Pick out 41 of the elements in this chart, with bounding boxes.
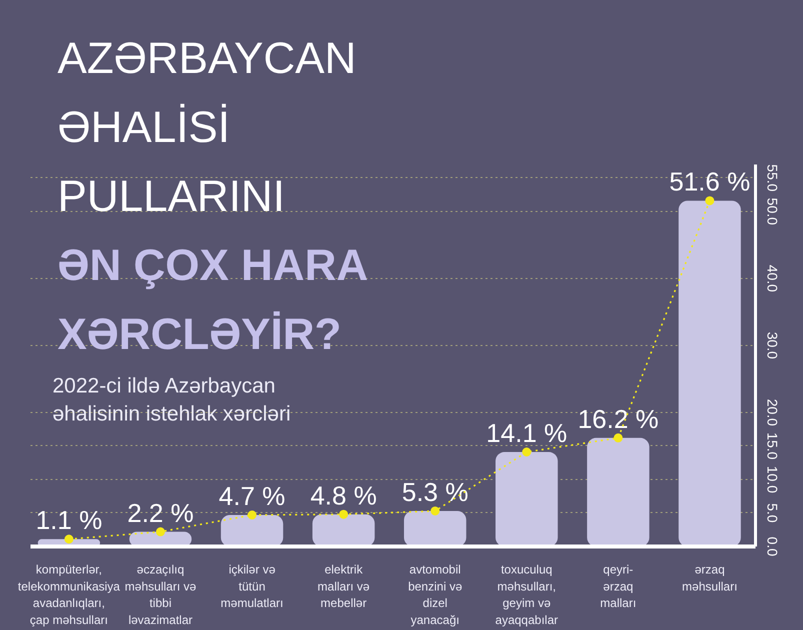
point: [430, 506, 440, 516]
y-tick-label: 40.0: [764, 264, 780, 292]
data-label: 14.1 %: [486, 418, 568, 448]
point: [248, 510, 257, 520]
text: 2022-ci ildə Azərbaycan əhalisinin istehlak xərcləri: [52, 374, 291, 426]
x-tick-label: avtomobil benzini və dizel yanacağı: [408, 562, 462, 627]
y-tick-label: 5.0: [764, 503, 780, 523]
x-tick-label: əczaçılıq məhsulları və tibbi ləvazimatlar: [124, 562, 196, 627]
data-label: 2.2 %: [127, 498, 194, 528]
data-label: 4.8 %: [310, 480, 377, 510]
point: [705, 196, 714, 206]
data-label: 5.3 %: [402, 476, 468, 507]
bar: [496, 452, 558, 546]
bar: [587, 438, 650, 546]
y-tick-label: 20.0: [764, 398, 780, 426]
bar: [312, 514, 375, 546]
y-tick-label: 0.0: [764, 536, 780, 556]
point: [156, 527, 165, 536]
data-label: 51.6 %: [669, 166, 750, 197]
y-tick-label: 50.0: [764, 198, 780, 226]
bar: [678, 200, 741, 546]
point: [339, 510, 348, 519]
x-tick-label: içkilər və tütün məmulatları: [220, 562, 284, 610]
y-tick-label: 15.0: [764, 432, 780, 460]
y-tick-label: 10.0: [764, 466, 780, 494]
x-tick-label: elektrik malları və mebellər: [318, 562, 370, 610]
data-label: 16.2 %: [578, 404, 659, 434]
data-label: 4.7 %: [218, 481, 286, 511]
point: [522, 448, 532, 456]
y-tick-label: 30.0: [764, 332, 780, 360]
point: [614, 433, 623, 442]
chart-title: AZƏRBAYCAN ƏHALİSİ PULLARINI ƏN ÇOX HARA XƏRCLƏYİR?: [58, 34, 368, 360]
x-tick-label: qeyri- ərzaq malları: [600, 562, 636, 610]
point: [64, 534, 74, 544]
x-tick-label: kompüterlər, telekommunikasiya avadanlıqları, çap məhsulları: [18, 562, 120, 627]
y-tick-label: 55.0: [764, 164, 780, 192]
x-tick-label: ərzaq məhsulları: [682, 562, 738, 594]
x-tick-label: toxuculuq məhsulları, geyim və ayaqqabılar: [495, 562, 558, 627]
bar: [220, 515, 284, 546]
data-label: 1.1 %: [36, 505, 102, 536]
bar: [404, 510, 466, 546]
